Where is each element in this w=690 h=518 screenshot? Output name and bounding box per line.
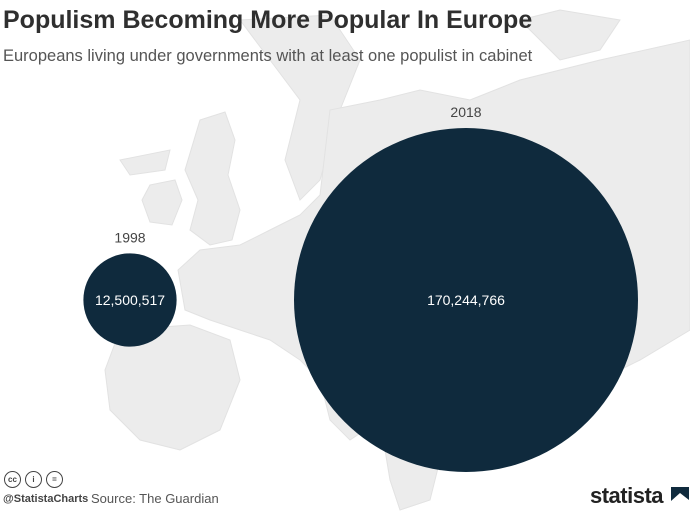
chart-title: Populism Becoming More Popular In Europe — [3, 6, 533, 34]
bubble-category-label: 1998 — [114, 229, 145, 245]
statista-logo[interactable]: statista — [590, 483, 664, 508]
bubble-1998 — [83, 253, 177, 347]
source-note: Source: The Guardian — [91, 491, 219, 506]
bubble-2018 — [294, 128, 638, 472]
bubble-value-label: 12,500,517 — [95, 292, 165, 308]
by-icon: i — [25, 471, 42, 488]
license-icons: cc i = — [4, 471, 63, 488]
statista-handle[interactable]: @StatistaCharts — [3, 493, 89, 505]
cc-icon: cc — [4, 471, 21, 488]
statista-logo-icon — [671, 487, 689, 505]
bubble-value-label: 170,244,766 — [427, 292, 505, 308]
chart-subtitle: Europeans living under governments with … — [3, 47, 533, 65]
bubble-category-label: 2018 — [450, 104, 481, 120]
nd-icon: = — [46, 471, 63, 488]
